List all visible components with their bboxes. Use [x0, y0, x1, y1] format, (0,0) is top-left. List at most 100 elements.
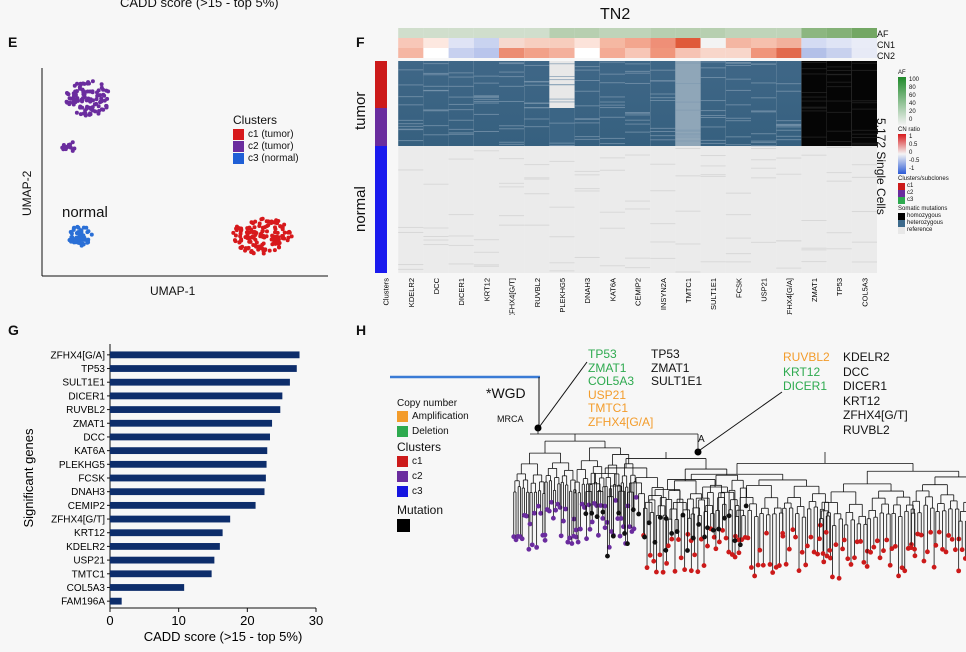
af-track-cell [398, 28, 424, 38]
cn1-track-cell [801, 38, 827, 48]
y-tick-label: KDELR2 [66, 542, 105, 553]
umap-point [264, 219, 269, 224]
y-tick-label: FAM196A [61, 597, 105, 608]
umap-point [78, 228, 83, 233]
tree-leaf [652, 539, 658, 545]
tree-leaf [613, 498, 619, 503]
tree-leaf [695, 569, 701, 575]
cn2-track-cell [549, 48, 575, 58]
cn1-track-cell [650, 38, 676, 48]
heatmap-noise [725, 117, 751, 119]
af-track-cell [725, 28, 751, 38]
heatmap-noise [776, 173, 802, 175]
tree-leaf [808, 534, 814, 540]
bar [110, 501, 256, 509]
cn2-track-cell [650, 48, 676, 58]
heatmap-noise [751, 241, 777, 243]
cn2-track-cell [524, 48, 550, 58]
umap-point [240, 244, 245, 249]
heatmap-noise [398, 140, 424, 142]
cn1-track-cell [549, 38, 575, 48]
umap-point [101, 92, 106, 97]
heatmap-noise [574, 122, 600, 124]
cn-tick: 0.5 [909, 142, 918, 148]
cadd-bar-chart: ZFHX4[G/A] TP53 SULT1E1 DICER1 RUVBL2 ZMAT1 DC… [21, 344, 323, 644]
umap-point [79, 243, 84, 248]
tree-leaf [716, 539, 722, 545]
heatmap-noise [599, 107, 625, 109]
heatmap-noise [725, 104, 751, 106]
tree-leaf [586, 502, 592, 508]
umap-point [78, 86, 83, 91]
bar [110, 488, 265, 496]
heatmap-noise [675, 101, 701, 103]
tree-leaf [618, 515, 624, 521]
heatmap-noise [776, 129, 802, 131]
a-del-gene: DICER1 [783, 379, 828, 393]
umap-point [86, 229, 91, 234]
tree-leaf [549, 499, 555, 505]
heatmap-noise [448, 158, 474, 160]
umap-point [99, 85, 104, 90]
tree-leaf [633, 494, 639, 500]
tree-leaf [600, 509, 606, 515]
heatmap-noise [851, 102, 877, 104]
heatmap-noise [650, 257, 676, 259]
heatmap-noise [398, 128, 424, 130]
heatmap-noise [851, 129, 877, 131]
umap-point [282, 236, 287, 241]
heatmap-noise [751, 110, 777, 112]
heatmap-noise [675, 147, 701, 149]
tree-leaf [527, 521, 533, 527]
af-tick: 0 [909, 117, 913, 123]
heatmap-noise [851, 144, 877, 146]
x-axis-label: CADD score (>15 - top 5%) [144, 629, 303, 644]
tree-leaf [631, 526, 637, 532]
af-tick: 100 [909, 77, 920, 83]
umap-legend-c3: c3 (normal) [233, 152, 299, 164]
heatmap-noise [499, 182, 525, 184]
heatmap-noise [751, 177, 777, 179]
heatmap-noise [801, 68, 827, 70]
heatmap-noise [549, 79, 575, 81]
heatmap-noise [826, 73, 852, 75]
heatmap-normal-block [801, 146, 827, 273]
a-mut-gene: KRT12 [843, 393, 881, 408]
heatmap-noise [675, 62, 701, 64]
umap-point [73, 238, 78, 243]
heatmap-noise [524, 64, 550, 66]
heatmap-noise [801, 261, 827, 263]
tree-leaf [609, 529, 615, 534]
heatmap-noise [826, 130, 852, 132]
clade-c2 [511, 434, 639, 552]
tree-leaf [657, 515, 663, 520]
heatmap-normal-block [574, 146, 600, 273]
y-tick-label: ZFHX4[G/T] [51, 515, 105, 526]
heatmap-noise [851, 62, 877, 64]
cluster-bar-c1 [375, 61, 387, 108]
umap-point [232, 238, 237, 243]
umap-point [80, 237, 85, 242]
heatmap-noise [574, 138, 600, 140]
umap-point [74, 110, 79, 115]
cn1-track-cell [776, 38, 802, 48]
af-track-cell [625, 28, 651, 38]
tree-leaf [726, 549, 732, 555]
umap-x-label: UMAP-1 [150, 284, 196, 298]
tree-leaf [584, 536, 589, 542]
tree-leaf [921, 558, 927, 564]
heatmap-column-label: KAT6A [608, 278, 617, 301]
tree-leaf [665, 543, 671, 549]
legend-amplification: Amplification [397, 410, 469, 422]
heatmap-noise [776, 139, 802, 141]
y-tick-label: DNAH3 [71, 487, 105, 498]
heatmap-noise [625, 267, 651, 269]
a-mut-gene: DICER1 [843, 379, 888, 393]
tree-leaf [861, 559, 867, 565]
legend-h-c2: c2 [397, 470, 469, 482]
umap-point [90, 98, 95, 103]
legend-mutation-title: Mutation [397, 503, 444, 517]
heatmap-noise [725, 192, 751, 194]
umap-point [84, 98, 89, 103]
tree-leaf [565, 539, 571, 545]
